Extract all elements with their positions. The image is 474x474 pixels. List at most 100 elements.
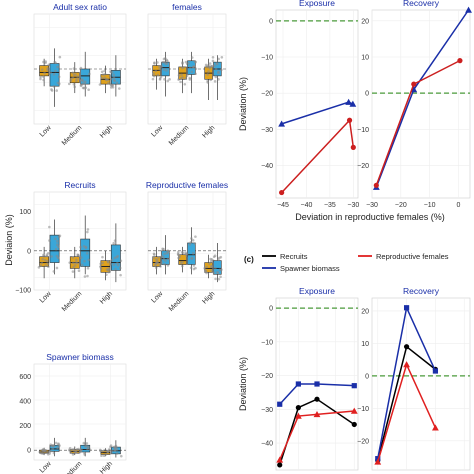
- exposure-bottom-series-marker: [351, 383, 357, 389]
- box-panel-3-point: [79, 245, 82, 249]
- box-panel-4-point: [162, 247, 165, 251]
- box-panel-3-title: Recruits: [64, 180, 95, 190]
- box-panel-5-point: [115, 446, 118, 449]
- box-panel-4-point: [188, 243, 192, 246]
- box-panel-4-point: [178, 255, 181, 259]
- box-panel-5-ytick-label: 0: [27, 448, 31, 455]
- box-panel-3-point: [52, 270, 56, 273]
- box-panel-4-point: [204, 269, 208, 273]
- box-panel-3-point: [101, 261, 104, 265]
- box-panel-3-point: [55, 266, 59, 270]
- box-panel-4-point: [213, 254, 217, 258]
- box-panel-2-point: [160, 65, 164, 68]
- box-panel-5-point: [110, 451, 113, 455]
- box-panel-3-point: [109, 262, 112, 266]
- box-panel-1-point: [54, 69, 57, 73]
- box-panel-1-point: [71, 76, 75, 79]
- box-panel-3-point: [41, 257, 44, 261]
- exposure-bottom-series-line: [279, 383, 355, 405]
- box-panel-3-point: [86, 274, 89, 278]
- box-panel-5-point: [42, 448, 45, 451]
- legend-label-1: Recruits: [280, 252, 308, 261]
- exposure-top-ytick-label: 0: [269, 18, 273, 25]
- box-panel-4-point: [155, 258, 158, 261]
- box-panel-5-point: [46, 451, 49, 454]
- box-panel-1-point: [67, 82, 71, 86]
- box-panel-2-xtick-label: Medium: [168, 124, 191, 147]
- box-panel-5-point: [44, 448, 47, 452]
- box-panel-3-point: [86, 230, 89, 234]
- box-panel-2-point: [209, 78, 213, 82]
- box-panel-4-point: [163, 262, 166, 266]
- box-panel-4-point: [210, 269, 213, 272]
- box-panel-3-point: [54, 237, 57, 241]
- box-panel-5-point: [100, 454, 103, 458]
- box-panel-5-point: [68, 449, 72, 452]
- box-panel-4-point: [179, 261, 183, 265]
- box-panel-4-point: [160, 255, 164, 258]
- box-panel-3-point: [84, 245, 88, 249]
- exposure-bottom-series-marker: [276, 456, 284, 463]
- box-panel-5-point: [51, 447, 54, 451]
- exposure-bottom-series-marker: [314, 381, 320, 387]
- box-panel-3-point: [74, 261, 78, 264]
- box-panel-4-point: [164, 259, 167, 263]
- box-panel-4-point: [165, 251, 169, 255]
- recovery-top-title: Recovery: [403, 0, 440, 8]
- exposure-top-frame: [275, 9, 359, 199]
- exposure-bottom-ytick-label: −30: [261, 407, 273, 414]
- box-panel-5-point: [112, 445, 116, 449]
- exposure-bottom-series-marker: [351, 421, 357, 428]
- exposure-bottom-series-marker: [277, 462, 283, 468]
- box-panel-2-point: [194, 67, 198, 71]
- box-panel-4-point: [209, 257, 212, 261]
- recovery-top-frame: [371, 9, 471, 199]
- box-panel-4-point: [152, 252, 156, 256]
- box-panel-4-point: [180, 250, 184, 254]
- box-panel-1-point: [111, 85, 115, 89]
- recovery-top-ytick-label: −10: [357, 127, 369, 134]
- box-panel-5-point: [107, 448, 111, 451]
- box-panel-2-point: [179, 80, 182, 84]
- box-panel-1-point: [74, 73, 77, 76]
- box-panel-3-point: [58, 234, 62, 238]
- left-ylabel: Deviaion (%): [4, 214, 14, 266]
- box-panel-1-point: [39, 75, 42, 79]
- box-panel-2-point: [217, 78, 220, 81]
- box-panel-3-point: [37, 266, 41, 269]
- recovery-top-series-marker: [373, 182, 379, 188]
- exposure-bottom-series-marker: [313, 410, 321, 418]
- exposure-bottom-series-marker: [350, 407, 358, 414]
- box-panel-1-point: [57, 75, 61, 79]
- box-panel-3-point: [114, 267, 117, 271]
- box-panel-4-point: [214, 277, 217, 281]
- recovery-bottom-title: Recovery: [403, 286, 440, 296]
- box-panel-1-point: [103, 76, 106, 79]
- box-panel-1-point: [108, 74, 112, 78]
- box-panel-4-point: [209, 260, 213, 263]
- box-panel-4-point: [157, 256, 160, 259]
- box-panel-1-point: [76, 75, 79, 78]
- box-panel-4-box: [178, 254, 187, 265]
- box-panel-1-point: [42, 78, 45, 82]
- box-panel-3-ytick-label: 0: [27, 248, 31, 255]
- exposure-top-series-marker: [279, 189, 285, 196]
- right-top-ylabel: Deviation (%): [238, 77, 248, 131]
- box-panel-3-point: [119, 273, 122, 277]
- exposure-bottom-ytick-label: 0: [269, 306, 273, 313]
- box-panel-4-point: [192, 264, 196, 267]
- box-panel-5-point: [119, 454, 123, 458]
- box-panel-1-point: [75, 77, 78, 81]
- box-panel-3-point: [45, 259, 49, 263]
- box-panel-2-point: [164, 62, 168, 66]
- box-panel-3-point: [119, 259, 123, 263]
- box-panel-3-point: [39, 264, 43, 267]
- box-panel-5-point: [109, 445, 112, 449]
- box-panel-5-point: [73, 451, 77, 454]
- box-panel-2-point: [217, 71, 220, 75]
- box-panel-3-point: [99, 265, 102, 268]
- exposure-bottom-series-marker: [314, 396, 320, 402]
- box-panel-3-point: [118, 266, 122, 270]
- box-panel-4-point: [205, 265, 208, 269]
- recovery-bottom-series-marker: [403, 361, 410, 368]
